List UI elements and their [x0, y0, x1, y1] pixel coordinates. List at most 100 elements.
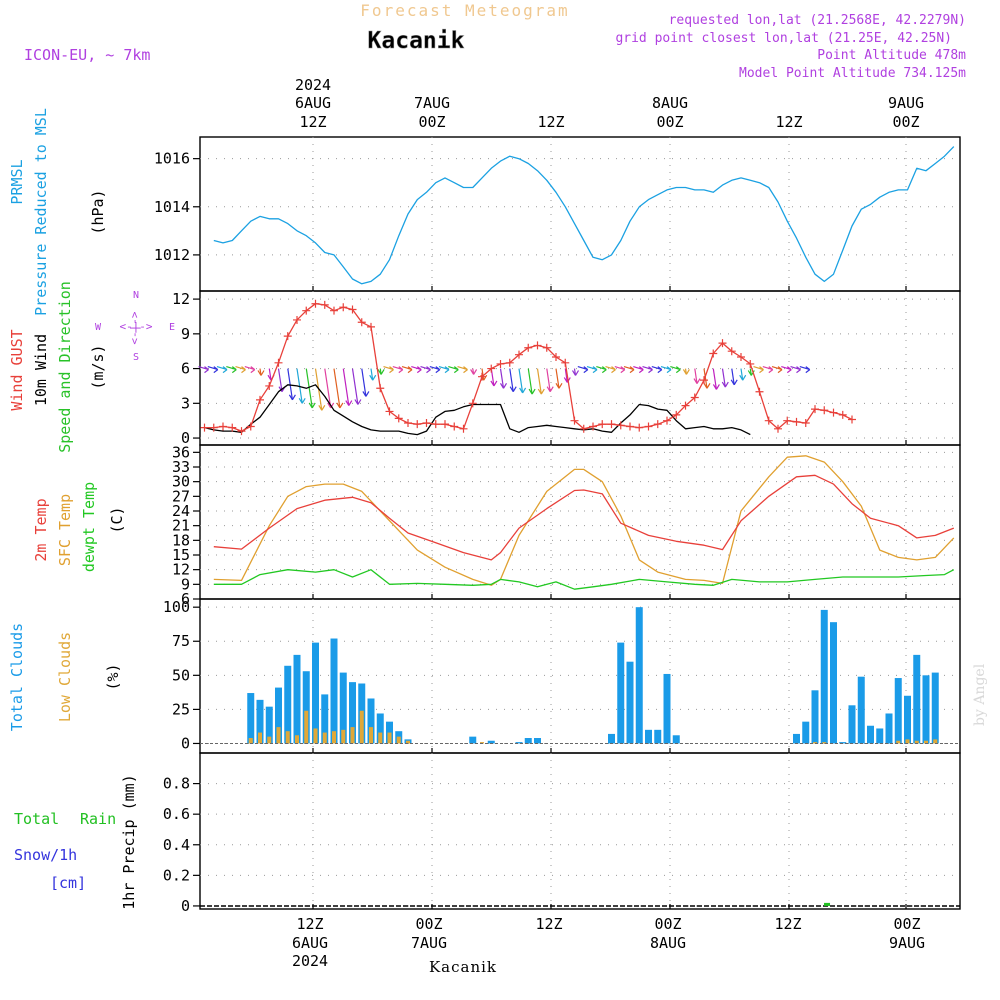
wind-arrow	[670, 366, 681, 374]
location-title: Kacanik	[368, 28, 465, 54]
bottom-tick-label: 9AUG	[889, 934, 925, 952]
point-altitude: Point Altitude 478m	[817, 48, 966, 63]
low-cloud-bar	[285, 731, 290, 744]
compass-vertical: <-|->	[128, 311, 141, 344]
panel-frame	[199, 752, 961, 910]
total-cloud-bar	[534, 738, 541, 744]
compass-e: E	[169, 322, 175, 333]
wind-arrow	[799, 366, 811, 374]
gust-marker	[496, 359, 505, 368]
total-cloud-bar	[284, 665, 292, 744]
total-cloud-bar	[894, 678, 902, 744]
y-tick-label: 9	[181, 325, 190, 343]
wind-label-line: Wind GUST	[8, 329, 26, 410]
wind-arrow	[536, 368, 545, 395]
total-cloud-bar	[830, 622, 837, 744]
low-cloud-bar	[248, 738, 253, 744]
panel-frame	[199, 444, 961, 600]
gust-marker	[302, 306, 311, 315]
total-cloud-bar	[339, 672, 347, 744]
total-cloud-bar	[349, 682, 356, 744]
wind-unit: (m/s)	[89, 344, 107, 389]
total-cloud-bar	[293, 654, 301, 744]
low-cloud-bar	[313, 728, 318, 744]
wind-arrow	[401, 366, 413, 374]
temp-2m-line	[213, 474, 955, 561]
total-cloud-bar	[931, 672, 939, 744]
top-tick-label: 2024	[295, 76, 331, 94]
gust-marker	[774, 424, 782, 433]
temp-axis-title: 2m Temp SFC Temp dewpt Temp (C)	[32, 482, 126, 572]
total-cloud-bar	[275, 687, 282, 744]
pressure-line	[213, 146, 955, 285]
pressure-unit: (hPa)	[89, 189, 107, 234]
y-tick-label: 21	[172, 517, 190, 535]
total-cloud-bar	[654, 729, 662, 744]
gust-marker	[404, 419, 412, 427]
y-tick-label: 12	[172, 561, 190, 579]
gust-marker	[709, 349, 718, 358]
gust-marker	[311, 299, 320, 308]
total-cloud-bar	[321, 694, 329, 744]
wind-arrow	[351, 368, 362, 405]
gust-marker	[274, 358, 283, 367]
total-cloud-bar	[848, 705, 856, 744]
low-cloud-bar	[341, 729, 346, 744]
wind-arrow	[429, 366, 441, 374]
compass-s: S	[133, 352, 139, 363]
low-cloud-bar	[914, 740, 919, 744]
wind-arrow	[244, 366, 256, 374]
compass-w: W	[95, 322, 102, 333]
wind-arrow	[712, 368, 720, 390]
gust-marker	[394, 414, 403, 423]
bottom-tick-label: 2024	[292, 952, 328, 970]
panel-frame	[199, 290, 961, 446]
y-tick-label: 36	[172, 443, 190, 461]
wind-arrow	[651, 366, 663, 374]
gust-marker	[413, 420, 422, 429]
wind-arrow	[753, 366, 764, 374]
gust-marker	[376, 384, 385, 393]
bottom-tick-2: 12Z	[535, 915, 562, 933]
low-cloud-bar	[933, 739, 938, 744]
bottom-tick-4: 12Z	[774, 915, 801, 933]
wind-arrow	[499, 368, 508, 389]
gust-marker	[505, 358, 514, 367]
gust-marker	[635, 423, 644, 432]
low-cloud-bar	[406, 740, 410, 744]
low-cloud-bar	[304, 710, 309, 744]
gust-marker	[265, 381, 274, 390]
grid-point-coords: grid point closest lon,lat (21.25E, 42.2…	[615, 31, 952, 46]
compass-horizontal: <-|->	[119, 320, 152, 333]
wind-arrow	[739, 368, 747, 381]
gust-marker	[524, 343, 533, 352]
panel-frame	[199, 136, 961, 292]
total-cloud-bar	[885, 713, 893, 744]
low-cloud-bar	[369, 727, 373, 744]
bottom-tick-label: 8AUG	[650, 934, 686, 952]
wind-arrow	[383, 366, 394, 374]
gust-marker	[478, 372, 486, 381]
wind-arrow	[762, 366, 774, 374]
total-cloud-bar	[515, 742, 523, 744]
gust-marker	[441, 420, 449, 429]
y-tick-label: 1014	[154, 198, 190, 216]
total-cloud-bar	[469, 736, 477, 744]
wind-arrow	[623, 366, 635, 374]
total-cloud-bar	[247, 693, 255, 744]
wind-arrow	[703, 368, 711, 389]
temp-label-line: 2m Temp	[32, 498, 50, 561]
gust-marker	[533, 341, 542, 350]
y-tick-label: 0.2	[163, 866, 190, 884]
panel-3: 0 25 50 75 100	[163, 598, 961, 754]
gust-marker	[764, 416, 773, 425]
precip-legend-cm: [cm]	[50, 874, 86, 892]
wind-arrow	[693, 368, 701, 384]
gust-marker	[848, 415, 856, 424]
wind-arrow	[287, 368, 296, 401]
